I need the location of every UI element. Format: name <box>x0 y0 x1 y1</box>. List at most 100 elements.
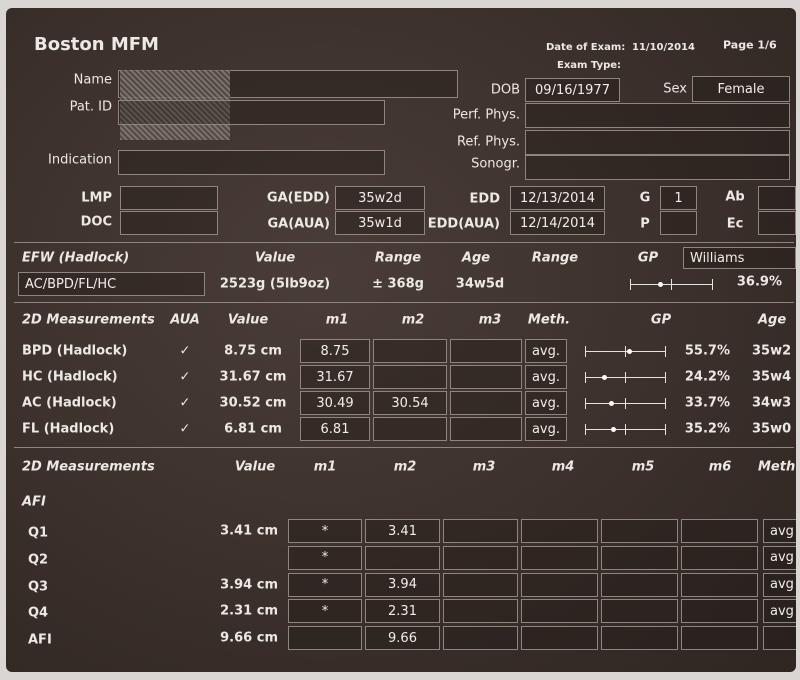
column-header: m3 <box>472 459 496 475</box>
m2-box: 3.41 <box>365 519 440 543</box>
patient-id-box <box>118 100 385 125</box>
label: Sex <box>663 81 687 97</box>
m1-box: * <box>288 572 362 597</box>
age-value: 35w2 <box>752 343 792 359</box>
m1-box: 6.81 <box>300 417 370 441</box>
column-header: m4 <box>551 459 575 475</box>
m2-box <box>365 545 440 570</box>
method-box: avg <box>763 599 796 624</box>
report-screen: Boston MFM Date of Exam: 11/10/2014 Page 1/… <box>6 8 796 672</box>
m4-box <box>521 599 598 624</box>
m2-box: 9.66 <box>365 626 440 651</box>
column-header: m2 <box>393 459 417 475</box>
label: EDD(AUA) <box>427 216 500 232</box>
m2-box <box>373 417 447 441</box>
separator <box>14 447 794 448</box>
label: EDD <box>469 191 500 207</box>
label: Ab <box>725 189 745 205</box>
m6-box <box>681 545 758 570</box>
afi-value: 2.31 cm <box>220 603 278 619</box>
m6-box <box>681 519 758 543</box>
label: Ec <box>726 216 744 232</box>
m1-box: * <box>288 519 362 543</box>
measurement-value: 6.81 cm <box>224 421 282 437</box>
gauge-tick <box>585 424 586 435</box>
aua-check: ✓ <box>179 421 191 437</box>
m3-box <box>450 391 522 415</box>
m4-box <box>521 626 598 651</box>
afi-value: 9.66 cm <box>220 630 278 646</box>
efw-range: ± 368g <box>372 276 424 292</box>
method-box: avg. <box>525 417 567 441</box>
gauge-tick <box>671 279 672 290</box>
quadrant-label: AFI <box>28 632 52 648</box>
m3-box <box>443 519 518 543</box>
gp-value: 55.7% <box>684 343 730 359</box>
ga-edd-box: 35w2d <box>335 186 425 210</box>
column-header: EFW (Hadlock) <box>22 250 130 266</box>
m1-box <box>288 626 362 651</box>
sex-box: Female <box>692 76 790 102</box>
column-header: Value <box>234 459 276 475</box>
edd-aua-box: 12/14/2014 <box>510 211 605 235</box>
column-header: m6 <box>708 459 732 475</box>
label: GA(EDD) <box>266 190 330 206</box>
m3-box <box>443 599 518 624</box>
label: Sonogr. <box>471 156 520 172</box>
m4-box <box>521 545 598 570</box>
label: Name <box>73 72 112 88</box>
gauge-marker <box>609 401 615 406</box>
perf-phys-box <box>525 103 790 128</box>
measurement-label: HC (Hadlock) <box>22 369 118 385</box>
column-header: 2D Measurements <box>22 459 155 475</box>
column-header: m1 <box>325 312 349 328</box>
ga-aua-box: 35w1d <box>335 211 425 235</box>
ref-phys-box <box>525 130 790 155</box>
title: Boston MFM <box>34 34 159 55</box>
para-box <box>660 211 697 235</box>
quadrant-label: Q2 <box>28 552 49 568</box>
gauge-tick <box>665 424 666 435</box>
gauge-tick <box>630 279 631 290</box>
doc-box <box>120 211 218 235</box>
efw-formula-box: AC/BPD/FL/HC <box>18 272 205 296</box>
measurement-value: 31.67 cm <box>219 369 287 385</box>
gauge-tick <box>585 372 586 383</box>
gauge-tick <box>625 398 626 409</box>
column-header: Meth. <box>527 312 571 328</box>
label: GA(AUA) <box>267 216 331 232</box>
gauge-marker <box>601 375 607 380</box>
indication-box <box>118 150 385 175</box>
label: DOB <box>490 82 520 98</box>
m5-box <box>601 572 678 597</box>
measurement-label: BPD (Hadlock) <box>22 343 128 359</box>
gauge-marker <box>610 427 616 432</box>
edd-box: 12/13/2014 <box>510 186 605 210</box>
m1-box: * <box>288 599 362 624</box>
m3-box <box>443 626 518 651</box>
exam-type-label: Exam Type: <box>557 60 622 71</box>
m3-box <box>450 339 522 363</box>
m4-box <box>521 572 598 597</box>
efw-author-box: Williams <box>683 247 796 269</box>
age-value: 34w3 <box>752 395 792 411</box>
gauge-tick <box>585 346 586 357</box>
method-box <box>763 626 796 651</box>
label: Ref. Phys. <box>456 134 520 150</box>
method-box: avg. <box>525 365 567 389</box>
page-number: Page 1/6 <box>723 38 777 52</box>
section-label: AFI <box>22 494 46 510</box>
m5-box <box>601 545 678 570</box>
column-header: Meth <box>758 459 796 475</box>
m2-box: 30.54 <box>373 391 447 415</box>
m1-box: 31.67 <box>300 365 370 389</box>
sonographer-box <box>525 155 790 180</box>
age-value: 35w0 <box>752 421 792 437</box>
gauge-marker <box>657 282 663 287</box>
gauge-tick <box>625 424 626 435</box>
column-header: Value <box>227 312 269 328</box>
method-box: avg <box>763 545 796 570</box>
column-header: Range <box>531 250 579 266</box>
label: Pat. ID <box>69 99 112 115</box>
m5-box <box>601 519 678 543</box>
